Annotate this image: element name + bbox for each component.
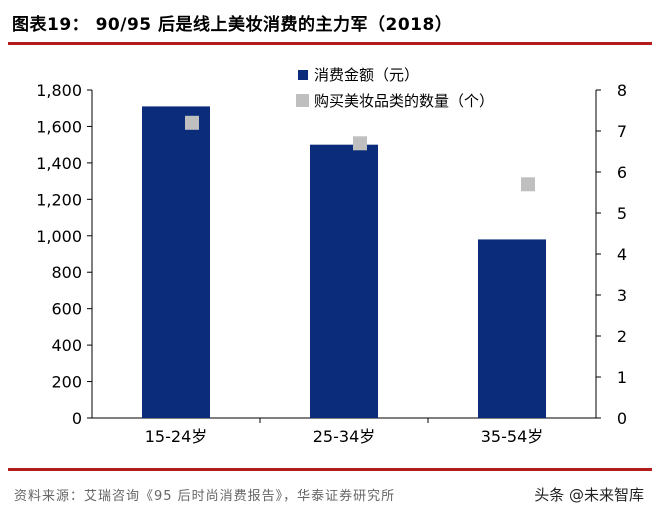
footer-rule (8, 468, 652, 471)
y2-tick-label: 4 (617, 245, 627, 264)
y-tick-label: 1,400 (36, 154, 82, 173)
legend-label-marker: 购买美妆品类的数量（个） (314, 92, 494, 110)
legend-label-bar: 消费金额（元） (314, 66, 419, 84)
bar (142, 106, 210, 419)
legend-swatch-bar (298, 70, 308, 80)
x-tick-label: 35-54岁 (481, 427, 544, 446)
x-tick-label: 15-24岁 (145, 427, 208, 446)
y-tick-label: 200 (51, 373, 82, 392)
y-tick-label: 1,000 (36, 227, 82, 246)
y-tick-label: 0 (72, 409, 82, 428)
source-note: 资料来源：艾瑞咨询《95 后时尚消费报告》，华泰证券研究所 (14, 489, 396, 504)
chart-svg: 0 200 400 600 800 1,000 1,200 1,400 1,600 1,800 0 1… (36, 66, 627, 446)
y2-tick-label: 5 (617, 204, 627, 223)
x-tick-label: 25-34岁 (313, 427, 376, 446)
y2-tick-label: 8 (617, 81, 627, 100)
y2-tick-label: 7 (617, 122, 627, 141)
y2-tick-label: 3 (617, 286, 627, 305)
bar (478, 239, 546, 418)
watermark: 头条 @未来智库 (534, 486, 644, 504)
y-tick-label: 800 (51, 263, 82, 282)
y-tick-label: 1,200 (36, 190, 82, 209)
y-tick-label: 1,600 (36, 117, 82, 136)
y2-tick-label: 2 (617, 327, 627, 346)
marker-point (521, 177, 535, 192)
y-tick-label: 400 (51, 336, 82, 355)
marker-point (185, 115, 199, 130)
legend-swatch-marker (296, 94, 309, 107)
chart-area: 0 200 400 600 800 1,000 1,200 1,400 1,600 1,800 0 1… (0, 50, 660, 460)
y2-tick-label: 0 (617, 409, 627, 428)
y-tick-label: 600 (51, 300, 82, 319)
bar (310, 144, 378, 418)
title-rule (8, 42, 652, 45)
marker-point (353, 136, 367, 151)
figure-title: 图表19： 90/95 后是线上美妆消费的主力军（2018） (12, 15, 453, 35)
y2-tick-label: 6 (617, 163, 627, 182)
y2-tick-label: 1 (617, 368, 627, 387)
y-tick-label: 1,800 (36, 81, 82, 100)
figure-header: 图表19： 90/95 后是线上美妆消费的主力军（2018） (8, 6, 652, 45)
